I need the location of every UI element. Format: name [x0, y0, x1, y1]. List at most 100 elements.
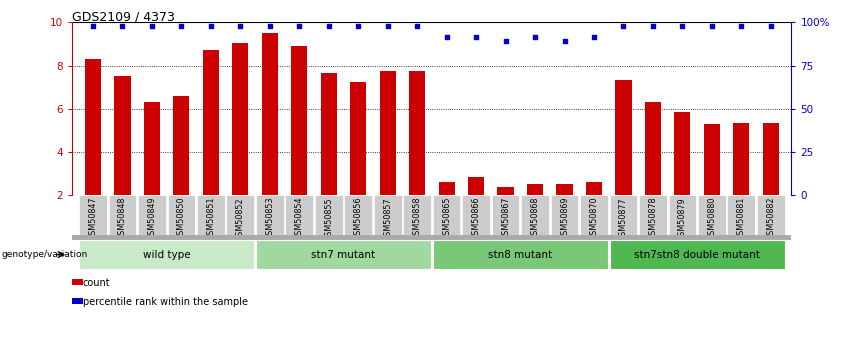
- Bar: [345, 195, 372, 235]
- Bar: [72, 235, 791, 240]
- Bar: [762, 123, 779, 195]
- Bar: [615, 80, 631, 195]
- Text: GSM50853: GSM50853: [266, 197, 274, 240]
- Text: wild type: wild type: [143, 250, 191, 259]
- Bar: [174, 96, 190, 195]
- Text: genotype/variation: genotype/variation: [2, 250, 88, 259]
- Text: GSM50867: GSM50867: [501, 197, 510, 240]
- Bar: [728, 195, 755, 235]
- Point: [86, 23, 100, 29]
- Text: stn8 mutant: stn8 mutant: [488, 250, 552, 259]
- Text: GSM50855: GSM50855: [324, 197, 334, 240]
- Text: GSM50868: GSM50868: [530, 197, 540, 240]
- Point: [381, 23, 395, 29]
- Bar: [468, 177, 484, 195]
- Text: GSM50877: GSM50877: [619, 197, 628, 240]
- Bar: [409, 71, 426, 195]
- Bar: [492, 195, 519, 235]
- Point: [617, 23, 631, 29]
- Bar: [262, 33, 278, 195]
- Point: [587, 34, 601, 40]
- Bar: [580, 195, 608, 235]
- Text: GSM50848: GSM50848: [118, 197, 127, 240]
- Bar: [109, 195, 136, 235]
- Bar: [285, 195, 313, 235]
- Point: [204, 23, 218, 29]
- Text: stn7stn8 double mutant: stn7stn8 double mutant: [634, 250, 760, 259]
- Point: [499, 39, 512, 44]
- Bar: [609, 195, 637, 235]
- Bar: [256, 195, 283, 235]
- Point: [646, 23, 660, 29]
- Text: count: count: [83, 278, 110, 288]
- Point: [557, 39, 571, 44]
- Bar: [350, 82, 366, 195]
- Text: GSM50857: GSM50857: [383, 197, 392, 240]
- Bar: [256, 240, 431, 269]
- Point: [146, 23, 159, 29]
- Text: GSM50865: GSM50865: [443, 197, 451, 240]
- Bar: [168, 195, 195, 235]
- Text: GSM50851: GSM50851: [206, 197, 215, 240]
- Point: [734, 23, 748, 29]
- Text: stn7 mutant: stn7 mutant: [311, 250, 375, 259]
- Point: [410, 23, 424, 29]
- Text: GSM50878: GSM50878: [648, 197, 658, 240]
- Text: GSM50866: GSM50866: [471, 197, 481, 240]
- Text: GSM50881: GSM50881: [737, 197, 745, 240]
- Bar: [557, 184, 573, 195]
- Text: GSM50856: GSM50856: [354, 197, 363, 240]
- Bar: [498, 187, 514, 195]
- Point: [528, 34, 542, 40]
- Bar: [138, 195, 166, 235]
- Bar: [645, 102, 661, 195]
- Point: [174, 23, 188, 29]
- Bar: [521, 195, 549, 235]
- Bar: [639, 195, 667, 235]
- Text: GDS2109 / 4373: GDS2109 / 4373: [72, 10, 175, 23]
- Bar: [438, 182, 454, 195]
- Text: GSM50849: GSM50849: [147, 197, 157, 240]
- Bar: [232, 43, 248, 195]
- Point: [263, 23, 277, 29]
- Bar: [462, 195, 490, 235]
- Bar: [527, 184, 543, 195]
- Bar: [315, 195, 343, 235]
- Text: GSM50880: GSM50880: [707, 197, 717, 240]
- Bar: [321, 73, 337, 195]
- Bar: [144, 102, 160, 195]
- Bar: [698, 195, 726, 235]
- Point: [440, 34, 454, 40]
- Point: [705, 23, 718, 29]
- Text: GSM50882: GSM50882: [766, 197, 775, 240]
- Bar: [79, 240, 254, 269]
- Text: GSM50850: GSM50850: [177, 197, 186, 240]
- Text: GSM50854: GSM50854: [294, 197, 304, 240]
- Point: [116, 23, 129, 29]
- Bar: [433, 195, 460, 235]
- Point: [233, 23, 247, 29]
- Text: GSM50858: GSM50858: [413, 197, 421, 240]
- Point: [469, 34, 483, 40]
- Text: GSM50847: GSM50847: [89, 197, 98, 240]
- Bar: [291, 46, 307, 195]
- Text: GSM50869: GSM50869: [560, 197, 569, 240]
- Point: [293, 23, 306, 29]
- Bar: [85, 59, 101, 195]
- Point: [676, 23, 689, 29]
- Bar: [197, 195, 225, 235]
- Bar: [585, 182, 602, 195]
- Text: GSM50879: GSM50879: [678, 197, 687, 240]
- Bar: [374, 195, 402, 235]
- Point: [351, 23, 365, 29]
- Text: GSM50870: GSM50870: [590, 197, 598, 240]
- Point: [322, 23, 335, 29]
- Bar: [403, 195, 431, 235]
- Text: percentile rank within the sample: percentile rank within the sample: [83, 297, 248, 307]
- Bar: [669, 195, 696, 235]
- Bar: [433, 240, 608, 269]
- Bar: [203, 50, 219, 195]
- Point: [764, 23, 778, 29]
- Bar: [380, 71, 396, 195]
- Bar: [704, 124, 720, 195]
